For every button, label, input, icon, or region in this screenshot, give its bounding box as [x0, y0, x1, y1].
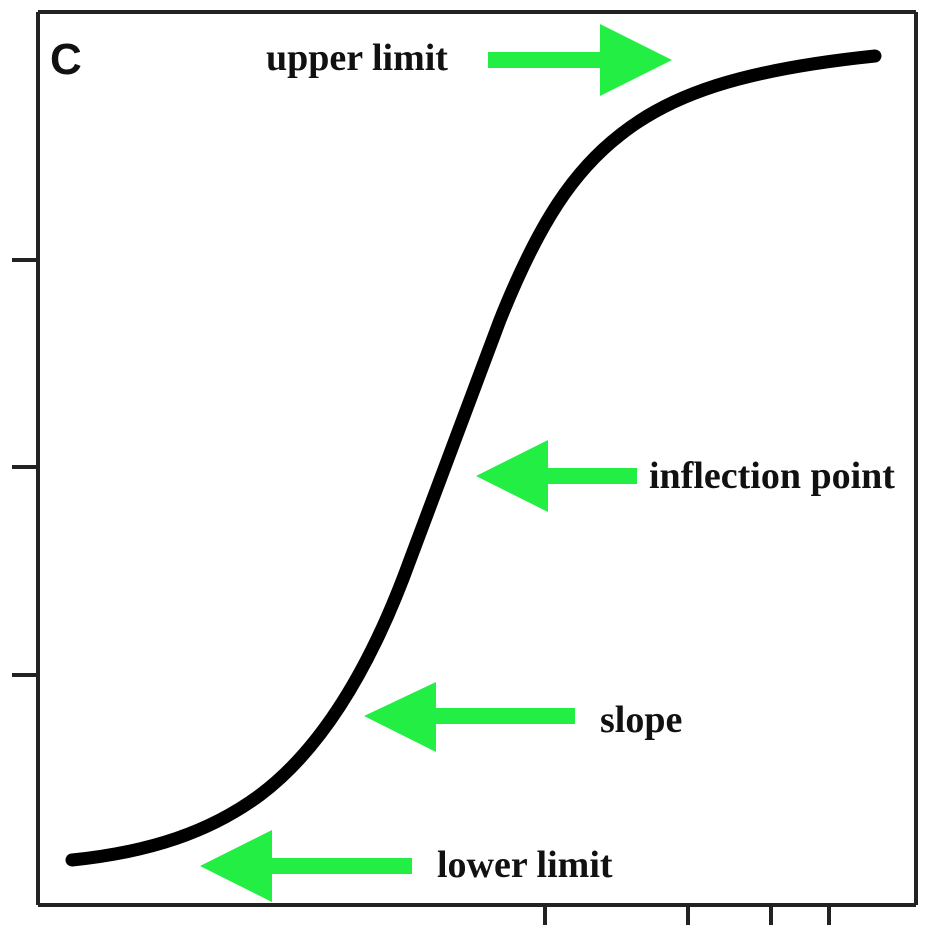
upper-limit-label: upper limit — [266, 37, 448, 79]
arrow-left-icon — [200, 830, 412, 902]
panel-label: C — [50, 35, 82, 84]
arrow-right-icon — [488, 24, 672, 96]
arrow-left-icon — [364, 682, 575, 752]
slope-label: slope — [600, 699, 682, 741]
sigmoid-curve — [65, 49, 882, 867]
lower-limit-label: lower limit — [437, 844, 613, 886]
x-axis-ticks — [543, 905, 831, 925]
inflection-point-label: inflection point — [649, 455, 895, 497]
arrow-left-icon — [476, 440, 637, 512]
y-axis-ticks — [12, 258, 38, 677]
